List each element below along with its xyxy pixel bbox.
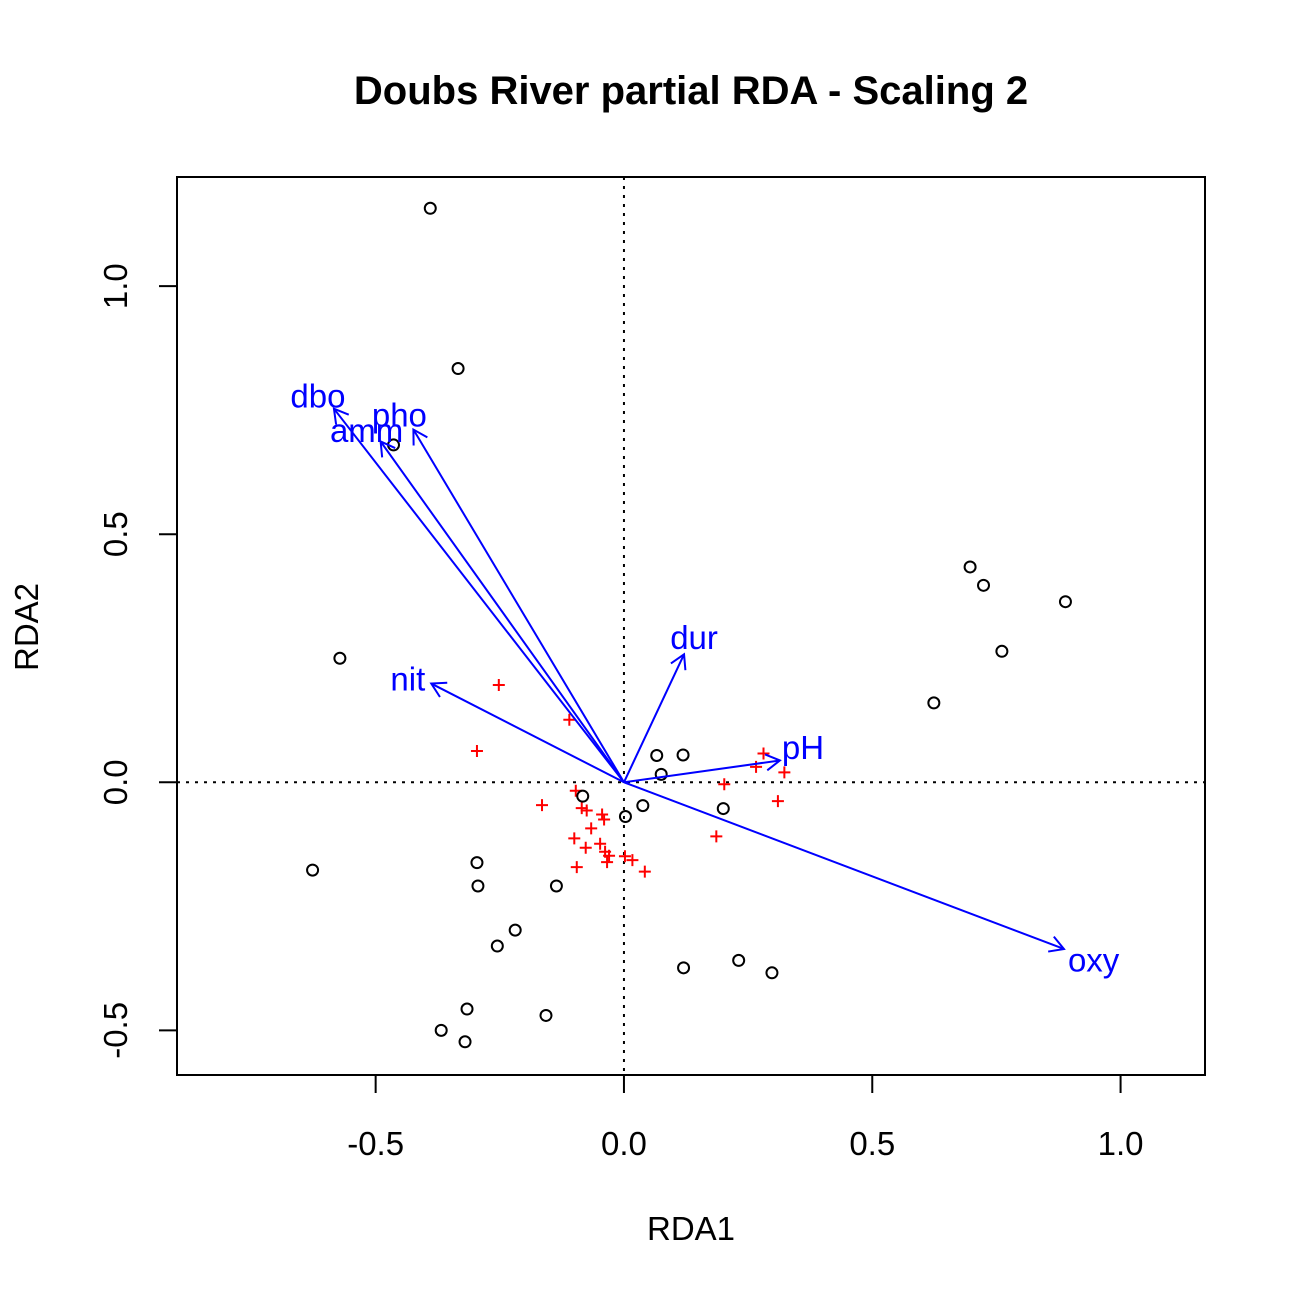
arrow-label-pho: pho [372, 396, 427, 433]
species-point [618, 850, 631, 863]
arrow-pho [412, 429, 625, 783]
site-point [333, 651, 347, 665]
site-point [654, 767, 668, 781]
species-point [579, 841, 592, 854]
site-point [306, 863, 320, 877]
site-point [1058, 595, 1072, 609]
x-tick-label: 0.5 [849, 1125, 895, 1162]
arrow-nit [430, 682, 625, 784]
arrow-ph [623, 759, 781, 784]
arrow-dur [623, 653, 685, 783]
site-points [306, 201, 1072, 1049]
arrow-oxy [623, 781, 1065, 950]
x-tick-label: 1.0 [1098, 1125, 1144, 1162]
arrow-label-dbo: dbo [290, 377, 345, 414]
site-point [451, 362, 465, 376]
y-axis-label: RDA2 [8, 583, 45, 671]
arrow-label-ph: pH [782, 729, 824, 766]
species-point [778, 766, 791, 779]
site-point [977, 578, 991, 592]
y-tick-label: 0.5 [97, 511, 134, 557]
site-point [995, 644, 1009, 658]
species-point [601, 856, 614, 869]
species-point [470, 745, 483, 758]
x-tick-label: -0.5 [347, 1125, 404, 1162]
species-point [536, 799, 549, 812]
species-point [626, 854, 639, 867]
species-point [492, 679, 505, 692]
arrowhead-nit [429, 681, 448, 698]
species-point [594, 837, 607, 850]
y-tick-label: 0.0 [97, 759, 134, 805]
site-point [636, 799, 650, 813]
site-point [490, 939, 504, 953]
site-point [676, 748, 690, 762]
x-axis-label: RDA1 [647, 1210, 735, 1247]
site-point [549, 879, 563, 893]
species-point [757, 747, 770, 760]
site-point [732, 953, 746, 967]
arrow-label-nit: nit [390, 660, 425, 697]
arrow-label-oxy: oxy [1068, 942, 1120, 979]
site-point [539, 1008, 553, 1022]
species-point [598, 813, 611, 826]
species-point [603, 849, 616, 862]
arrow-label-amm: amm [330, 412, 403, 449]
species-points [470, 679, 791, 878]
species-point [638, 865, 651, 878]
species-point [563, 713, 576, 726]
species-point [570, 861, 583, 874]
site-point [423, 201, 437, 215]
y-tick-label: -0.5 [97, 1002, 134, 1059]
species-point [718, 778, 731, 791]
site-point [963, 560, 977, 574]
arrowhead-amm [379, 439, 396, 458]
site-point [471, 879, 485, 893]
arrow-label-dur: dur [670, 619, 718, 656]
y-tick-label: 1.0 [97, 263, 134, 309]
site-point [458, 1035, 472, 1049]
species-point [568, 832, 581, 845]
arrowhead-oxy [1048, 935, 1066, 953]
species-point [580, 804, 593, 817]
arrow-amm [379, 440, 625, 783]
species-point [710, 830, 723, 843]
site-point [470, 856, 484, 870]
arrow-dbo [333, 408, 625, 783]
x-axis: -0.5 0.0 0.5 1.0 [347, 1074, 1144, 1162]
site-point [765, 966, 779, 980]
arrowhead-dur [670, 652, 687, 671]
site-point [576, 789, 590, 803]
species-point [585, 822, 598, 835]
site-point [927, 696, 941, 710]
x-tick-label: 0.0 [601, 1125, 647, 1162]
site-point [618, 810, 632, 824]
arrowhead-pho [412, 427, 428, 446]
grid-lines [177, 177, 1205, 1075]
site-point [677, 961, 691, 975]
site-point [460, 1002, 474, 1016]
species-point [771, 795, 784, 808]
site-point [434, 1023, 448, 1037]
arrowhead-ph [764, 753, 782, 772]
site-point [716, 802, 730, 816]
y-axis: -0.5 0.0 0.5 1.0 [97, 263, 178, 1059]
arrowhead-dbo [332, 407, 350, 425]
chart-title: Doubs River partial RDA - Scaling 2 [354, 69, 1028, 113]
site-point [508, 923, 522, 937]
site-point [650, 748, 664, 762]
